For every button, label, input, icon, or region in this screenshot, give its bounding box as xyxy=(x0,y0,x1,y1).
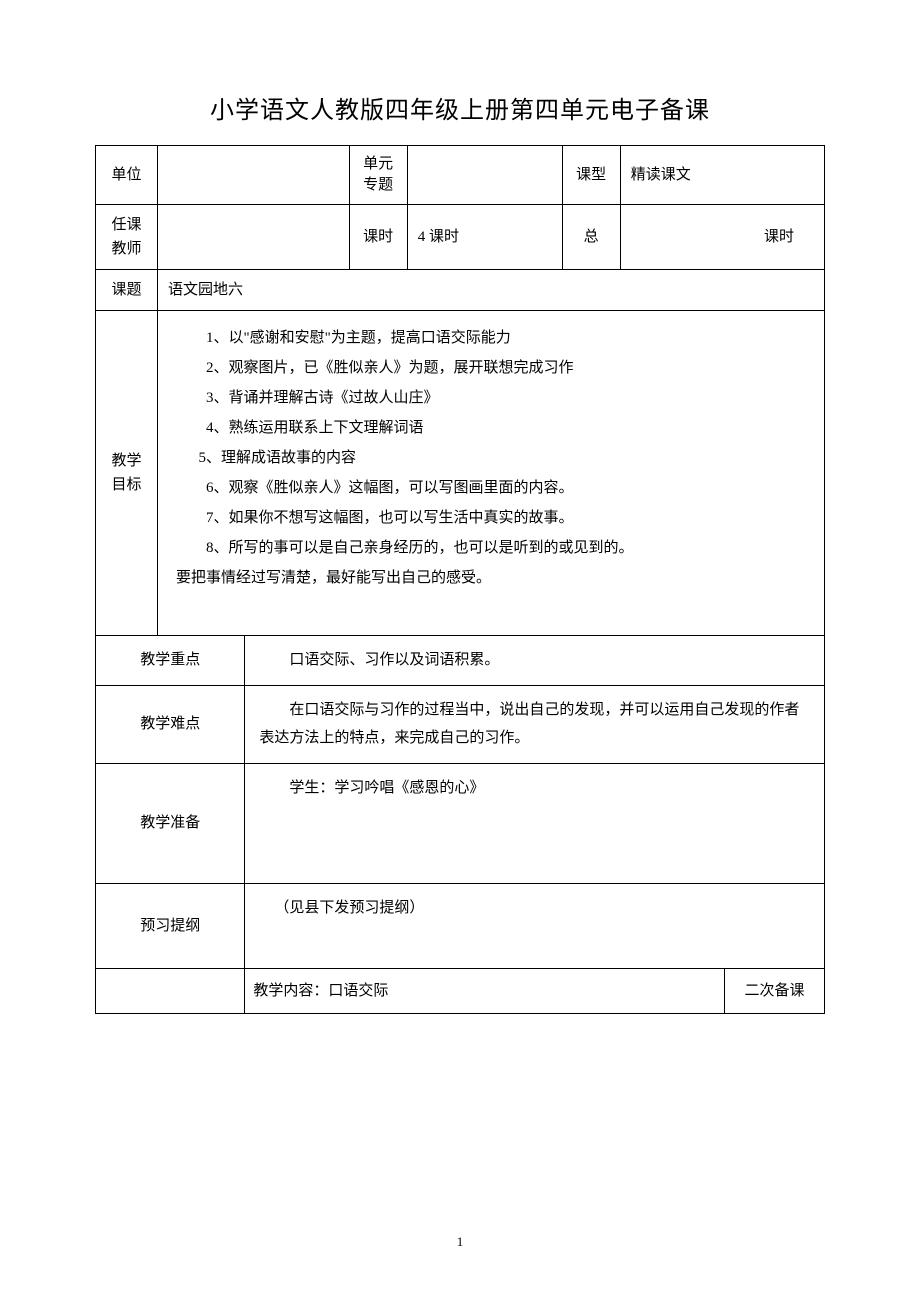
lesson-plan-table: 单位 单元专题 课型 精读课文 任课教师 课时 4 课时 总 课时 课题 语文园… xyxy=(95,145,825,1014)
page-number: 1 xyxy=(95,1234,825,1250)
goals-label: 教学目标 xyxy=(96,311,158,636)
preparation-value: 学生：学习吟唱《感恩的心》 xyxy=(245,763,825,883)
preview-row: 预习提纲 （见县下发预习提纲） xyxy=(96,883,825,968)
goal-item: 8、所写的事可以是自己亲身经历的，也可以是听到的或见到的。 xyxy=(176,533,806,563)
period-value: 4 课时 xyxy=(407,205,562,270)
difficulty-value: 在口语交际与习作的过程当中，说出自己的发现，并可以运用自己发现的作者表达方法上的… xyxy=(245,685,825,763)
lesson-content-row: 教学内容：口语交际 二次备课 xyxy=(96,968,825,1013)
topic-row: 课题 语文园地六 xyxy=(96,270,825,311)
goal-item: 7、如果你不想写这幅图，也可以写生活中真实的故事。 xyxy=(176,503,806,533)
goal-item: 5、理解成语故事的内容 xyxy=(176,443,806,473)
goal-item: 3、背诵并理解古诗《过故人山庄》 xyxy=(176,383,806,413)
page-title: 小学语文人教版四年级上册第四单元电子备课 xyxy=(95,90,825,125)
lesson-content: 教学内容：口语交际 xyxy=(245,968,725,1013)
period-label: 课时 xyxy=(349,205,407,270)
secondary-prep: 二次备课 xyxy=(725,968,825,1013)
preview-value: （见县下发预习提纲） xyxy=(245,883,825,968)
difficulty-label: 教学难点 xyxy=(96,685,245,763)
total-label: 总 xyxy=(562,205,620,270)
preview-label: 预习提纲 xyxy=(96,883,245,968)
lesson-type-value: 精读课文 xyxy=(620,146,824,205)
preparation-label: 教学准备 xyxy=(96,763,245,883)
teacher-value xyxy=(158,205,350,270)
difficulty-row: 教学难点 在口语交际与习作的过程当中，说出自己的发现，并可以运用自己发现的作者表… xyxy=(96,685,825,763)
keypoint-value: 口语交际、习作以及词语积累。 xyxy=(245,636,825,686)
topic-value: 语文园地六 xyxy=(158,270,825,311)
goals-row: 教学目标 1、以"感谢和安慰"为主题，提高口语交际能力 2、观察图片，已《胜似亲… xyxy=(96,311,825,636)
keypoint-label: 教学重点 xyxy=(96,636,245,686)
goal-item: 4、熟练运用联系上下文理解词语 xyxy=(176,413,806,443)
topic-label: 课题 xyxy=(96,270,158,311)
goal-item: 2、观察图片，已《胜似亲人》为题，展开联想完成习作 xyxy=(176,353,806,383)
unit-topic-label: 单元专题 xyxy=(349,146,407,205)
keypoint-row: 教学重点 口语交际、习作以及词语积累。 xyxy=(96,636,825,686)
total-value: 课时 xyxy=(620,205,824,270)
header-row-2: 任课教师 课时 4 课时 总 课时 xyxy=(96,205,825,270)
goal-tail: 要把事情经过写清楚，最好能写出自己的感受。 xyxy=(176,563,806,593)
preparation-row: 教学准备 学生：学习吟唱《感恩的心》 xyxy=(96,763,825,883)
lesson-type-label: 课型 xyxy=(562,146,620,205)
goal-item: 1、以"感谢和安慰"为主题，提高口语交际能力 xyxy=(176,323,806,353)
unit-topic-value xyxy=(407,146,562,205)
unit-org-value xyxy=(158,146,350,205)
unit-org-label: 单位 xyxy=(96,146,158,205)
header-row-1: 单位 单元专题 课型 精读课文 xyxy=(96,146,825,205)
lesson-side-label xyxy=(96,968,245,1013)
teacher-label: 任课教师 xyxy=(96,205,158,270)
goals-content: 1、以"感谢和安慰"为主题，提高口语交际能力 2、观察图片，已《胜似亲人》为题，… xyxy=(158,311,825,636)
goal-item: 6、观察《胜似亲人》这幅图，可以写图画里面的内容。 xyxy=(176,473,806,503)
